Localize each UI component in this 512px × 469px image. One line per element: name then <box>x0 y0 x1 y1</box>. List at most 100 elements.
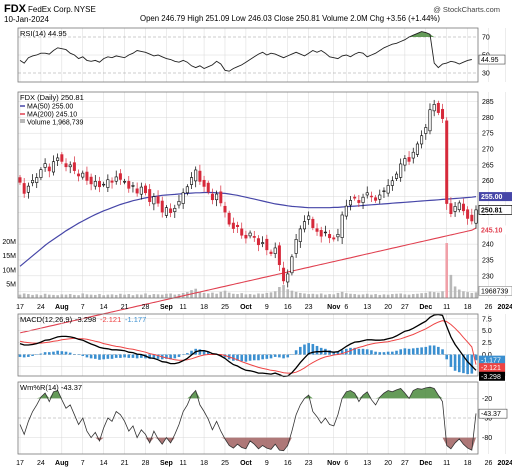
price-legend-title: FDX (Daily) 250.81 <box>20 93 84 102</box>
candle-body-81 <box>357 200 361 203</box>
wmr-tick-0: -20 <box>482 396 492 403</box>
macd-histogram-bar-80 <box>353 347 356 355</box>
volume-bar-11 <box>64 294 68 298</box>
macd-histogram-bar-45 <box>206 351 210 355</box>
macd-value-label-0: -1.177 <box>481 358 501 365</box>
macd-histogram-bar-64 <box>286 354 290 358</box>
x-label-bottom-4: 14 <box>100 460 108 467</box>
volume-bar-13 <box>73 294 76 298</box>
macd-histogram-bar-36 <box>169 354 172 360</box>
wmr-tick-1: -50 <box>482 416 492 423</box>
candle-body-85 <box>374 197 378 201</box>
macd-histogram-bar-56 <box>252 354 256 361</box>
x-label-mid-10: 25 <box>221 304 229 311</box>
candle-body-90 <box>395 173 399 179</box>
x-label-mid-11: Oct <box>240 304 252 311</box>
candle-body-107 <box>466 209 470 219</box>
price-tick-260: 260 <box>482 178 494 185</box>
wmr-tick-2: -80 <box>482 435 492 442</box>
macd-histogram-bar-97 <box>424 346 428 355</box>
macd-histogram-bar-2 <box>27 354 30 357</box>
volume-bar-16 <box>85 294 89 298</box>
macd-histogram-bar-53 <box>240 354 244 362</box>
macd-histogram-bar-89 <box>391 351 394 355</box>
volume-bar-85 <box>374 294 377 298</box>
macd-tick-1: 5.0 <box>482 328 492 335</box>
macd-histogram-bar-104 <box>453 354 457 371</box>
volume-bar-109 <box>474 292 478 298</box>
macd-histogram-bar-102 <box>445 354 449 360</box>
x-label-mid-2: Aug <box>55 304 69 311</box>
macd-histogram-bar-18 <box>94 354 97 359</box>
macd-value-box-2 <box>479 371 505 381</box>
macd-histogram-bar-22 <box>110 354 114 359</box>
x-label-bottom-13: 16 <box>284 460 292 467</box>
candle-body-54 <box>244 234 248 239</box>
candle-body-27 <box>131 185 135 187</box>
candle-body-71 <box>315 228 319 232</box>
wmr-overbought-fill-5 <box>358 391 372 399</box>
volume-bar-24 <box>119 293 122 298</box>
volume-bar-108 <box>470 292 474 298</box>
x-label-bottom-10: 25 <box>221 460 229 467</box>
candle-body-46 <box>210 193 214 201</box>
volume-bar-14 <box>77 295 80 298</box>
macd-histogram-bar-101 <box>441 349 444 355</box>
macd-histogram-bar-62 <box>278 354 281 358</box>
macd-histogram-bar-98 <box>428 345 432 355</box>
volume-bar-98 <box>428 291 432 298</box>
company-name: FedEx Corp. <box>28 5 73 14</box>
candle-body-24 <box>118 173 122 180</box>
candle-body-17 <box>89 176 93 185</box>
candle-body-108 <box>470 214 474 222</box>
volume-legend-swatch <box>20 119 25 123</box>
wmr-panel-frame <box>17 381 479 455</box>
macd-histogram-bar-24 <box>119 354 122 358</box>
macd-histogram-bar-32 <box>152 354 156 359</box>
x-label-bottom-2: Aug <box>55 460 69 467</box>
x-label-bottom-18: 20 <box>384 460 392 467</box>
volume-tick-2: 10M <box>2 267 16 274</box>
price-tick-270: 270 <box>482 147 494 154</box>
volume-bar-9 <box>56 295 59 298</box>
x-label-bottom-0: 17 <box>16 460 24 467</box>
macd-histogram-bar-96 <box>420 347 423 355</box>
volume-bar-48 <box>219 291 223 298</box>
macd-histogram-bar-71 <box>315 345 319 355</box>
macd-histogram-bar-16 <box>85 354 89 358</box>
volume-bar-2 <box>27 294 30 298</box>
macd-histogram-bar-44 <box>202 350 206 355</box>
candle-body-31 <box>148 189 152 202</box>
macd-histogram-bar-28 <box>135 354 139 359</box>
x-label-bottom-11: Oct <box>240 460 252 467</box>
candle-body-48 <box>219 191 223 204</box>
chart-date: 10-Jan-2024 <box>4 15 49 24</box>
wmr-oversold-fill-5 <box>442 437 476 451</box>
volume-bar-60 <box>269 292 273 298</box>
volume-bar-21 <box>106 294 110 298</box>
macd-histogram-bar-55 <box>248 354 252 361</box>
macd-histogram-bar-75 <box>332 351 336 355</box>
candle-body-101 <box>441 108 445 119</box>
candle-body-103 <box>449 203 453 214</box>
volume-bar-54 <box>244 294 248 298</box>
volume-bar-82 <box>361 294 365 298</box>
macd-histogram-bar-15 <box>81 354 85 356</box>
x-label-mid-13: 16 <box>284 304 292 311</box>
macd-histogram-bar-86 <box>378 352 382 355</box>
volume-bar-73 <box>324 294 327 298</box>
volume-bar-55 <box>248 294 252 298</box>
wmr-overbought-fill-6 <box>375 388 410 399</box>
exchange: NYSE <box>74 5 96 14</box>
candle-body-97 <box>424 127 428 134</box>
candle-body-37 <box>173 208 177 212</box>
volume-bar-27 <box>131 295 135 298</box>
macd-legend-macd: -3.298 <box>75 315 96 324</box>
macd-histogram-bar-52 <box>236 354 239 361</box>
volume-bar-1 <box>22 293 26 298</box>
candle-body-88 <box>386 185 390 194</box>
candle-body-29 <box>139 186 143 195</box>
candle-body-34 <box>160 200 164 213</box>
candle-body-52 <box>236 224 240 227</box>
price-tick-240: 240 <box>482 242 494 249</box>
